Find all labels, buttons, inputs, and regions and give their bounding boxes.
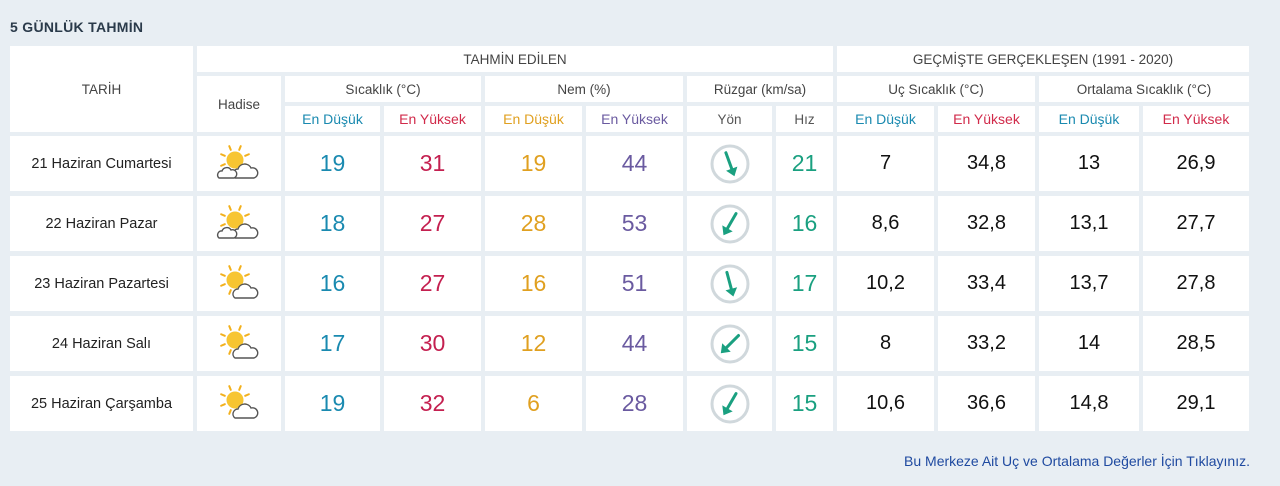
wind-speed-value: 15 [776,316,833,371]
extreme-low-value: 8 [837,316,934,371]
header-wind: Rüzgar (km/sa) [687,76,833,102]
subheader-avg-low: En Düşük [1039,106,1139,132]
wind-direction-icon [687,136,772,191]
humidity-low-value: 12 [485,316,582,371]
humidity-low-value: 19 [485,136,582,191]
row-date: 23 Haziran Pazartesi [10,256,193,311]
humidity-high-value: 53 [586,196,683,251]
humidity-low-value: 6 [485,376,582,431]
sun-cloud-icon [197,316,281,371]
avg-high-value: 28,5 [1143,316,1249,371]
temp-low-value: 17 [285,316,380,371]
avg-high-value: 27,7 [1143,196,1249,251]
extreme-high-value: 33,4 [938,256,1035,311]
historical-values-link[interactable]: Bu Merkeze Ait Uç ve Ortalama Değerler İ… [904,453,1250,469]
extreme-high-value: 32,8 [938,196,1035,251]
wind-direction-icon [687,376,772,431]
temp-high-value: 32 [384,376,481,431]
humidity-high-value: 44 [586,136,683,191]
header-temperature: Sıcaklık (°C) [285,76,481,102]
header-historical: GEÇMİŞTE GERÇEKLEŞEN (1991 - 2020) [837,46,1249,72]
avg-low-value: 13,1 [1039,196,1139,251]
header-humidity: Nem (%) [485,76,683,102]
wind-direction-icon [687,316,772,371]
avg-low-value: 13 [1039,136,1139,191]
partly-cloudy-icon [197,196,281,251]
avg-low-value: 14 [1039,316,1139,371]
avg-high-value: 26,9 [1143,136,1249,191]
subheader-temp-low: En Düşük [285,106,380,132]
partly-cloudy-icon [197,136,281,191]
temp-low-value: 19 [285,376,380,431]
sun-cloud-icon [197,376,281,431]
humidity-high-value: 51 [586,256,683,311]
humidity-high-value: 44 [586,316,683,371]
subheader-avg-high: En Yüksek [1143,106,1249,132]
avg-high-value: 29,1 [1143,376,1249,431]
extreme-high-value: 33,2 [938,316,1035,371]
temp-high-value: 31 [384,136,481,191]
humidity-low-value: 28 [485,196,582,251]
temp-high-value: 30 [384,316,481,371]
wind-speed-value: 15 [776,376,833,431]
avg-high-value: 27,8 [1143,256,1249,311]
extreme-high-value: 34,8 [938,136,1035,191]
temp-high-value: 27 [384,196,481,251]
temp-high-value: 27 [384,256,481,311]
subheader-temp-high: En Yüksek [384,106,481,132]
extreme-low-value: 10,6 [837,376,934,431]
wind-direction-icon [687,196,772,251]
avg-low-value: 13,7 [1039,256,1139,311]
row-date: 24 Haziran Salı [10,316,193,371]
extreme-high-value: 36,6 [938,376,1035,431]
temp-low-value: 19 [285,136,380,191]
subheader-extreme-low: En Düşük [837,106,934,132]
page-title: 5 GÜNLÜK TAHMİN [10,19,144,35]
wind-direction-icon [687,256,772,311]
row-date: 21 Haziran Cumartesi [10,136,193,191]
sun-cloud-icon [197,256,281,311]
subheader-extreme-high: En Yüksek [938,106,1035,132]
wind-speed-value: 16 [776,196,833,251]
subheader-wind-dir: Yön [687,106,772,132]
avg-low-value: 14,8 [1039,376,1139,431]
wind-speed-value: 21 [776,136,833,191]
row-date: 25 Haziran Çarşamba [10,376,193,431]
wind-speed-value: 17 [776,256,833,311]
header-extreme-temp: Uç Sıcaklık (°C) [837,76,1035,102]
temp-low-value: 18 [285,196,380,251]
header-predicted: TAHMİN EDİLEN [197,46,833,72]
extreme-low-value: 10,2 [837,256,934,311]
row-date: 22 Haziran Pazar [10,196,193,251]
extreme-low-value: 8,6 [837,196,934,251]
subheader-wind-speed: Hız [776,106,833,132]
humidity-low-value: 16 [485,256,582,311]
extreme-low-value: 7 [837,136,934,191]
temp-low-value: 16 [285,256,380,311]
subheader-hum-high: En Yüksek [586,106,683,132]
header-date: TARİH [10,46,193,132]
header-avg-temp: Ortalama Sıcaklık (°C) [1039,76,1249,102]
subheader-hum-low: En Düşük [485,106,582,132]
header-event: Hadise [197,76,281,132]
humidity-high-value: 28 [586,376,683,431]
